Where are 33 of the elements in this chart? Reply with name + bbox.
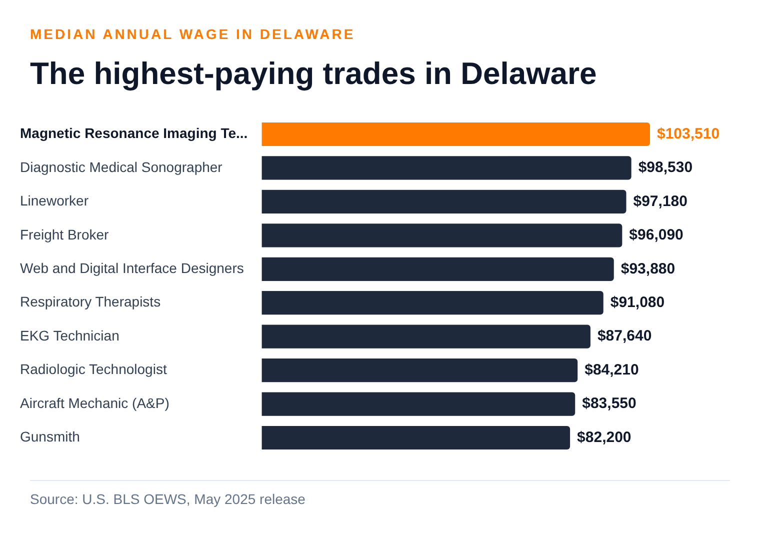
data-label: $96,090 <box>629 226 684 244</box>
data-label: $98,530 <box>638 159 693 176</box>
bar <box>262 358 578 382</box>
bar <box>262 291 604 315</box>
data-label: $84,210 <box>584 361 639 378</box>
data-label: $83,550 <box>582 395 636 412</box>
data-label: $82,200 <box>577 428 632 446</box>
y-tick-label: Radiologic Technologist <box>20 361 167 378</box>
y-tick-label: Magnetic Resonance Imaging Te... <box>20 125 248 142</box>
y-tick-label: Aircraft Mechanic (A&P) <box>20 394 170 411</box>
chart-title: The highest-paying trades in Delaware <box>30 56 597 92</box>
bar <box>262 392 576 416</box>
bar <box>262 426 570 450</box>
data-label: $91,080 <box>610 294 665 311</box>
data-label: $103,510 <box>657 125 720 142</box>
y-tick-label: Web and Digital Interface Designers <box>20 260 244 276</box>
y-tick-label: Lineworker <box>20 192 89 209</box>
bar <box>262 257 614 281</box>
bar <box>262 122 650 146</box>
source-note: Source: U.S. BLS OEWS, May 2025 release <box>30 491 306 507</box>
bar <box>262 324 590 348</box>
data-label: $93,880 <box>620 260 676 278</box>
bar <box>262 156 632 180</box>
y-tick-label: EKG Technician <box>20 327 120 344</box>
bar <box>262 224 622 248</box>
y-tick-label: Diagnostic Medical Sonographer <box>20 158 223 175</box>
y-tick-label: Freight Broker <box>20 226 110 242</box>
bar <box>262 190 626 214</box>
data-label: $87,640 <box>597 328 652 345</box>
data-label: $97,180 <box>633 192 688 210</box>
y-tick-label: Respiratory Therapists <box>20 294 161 310</box>
chart-subtitle: MEDIAN ANNUAL WAGE IN DELAWARE <box>30 26 356 42</box>
y-tick-label: Gunsmith <box>20 428 80 445</box>
